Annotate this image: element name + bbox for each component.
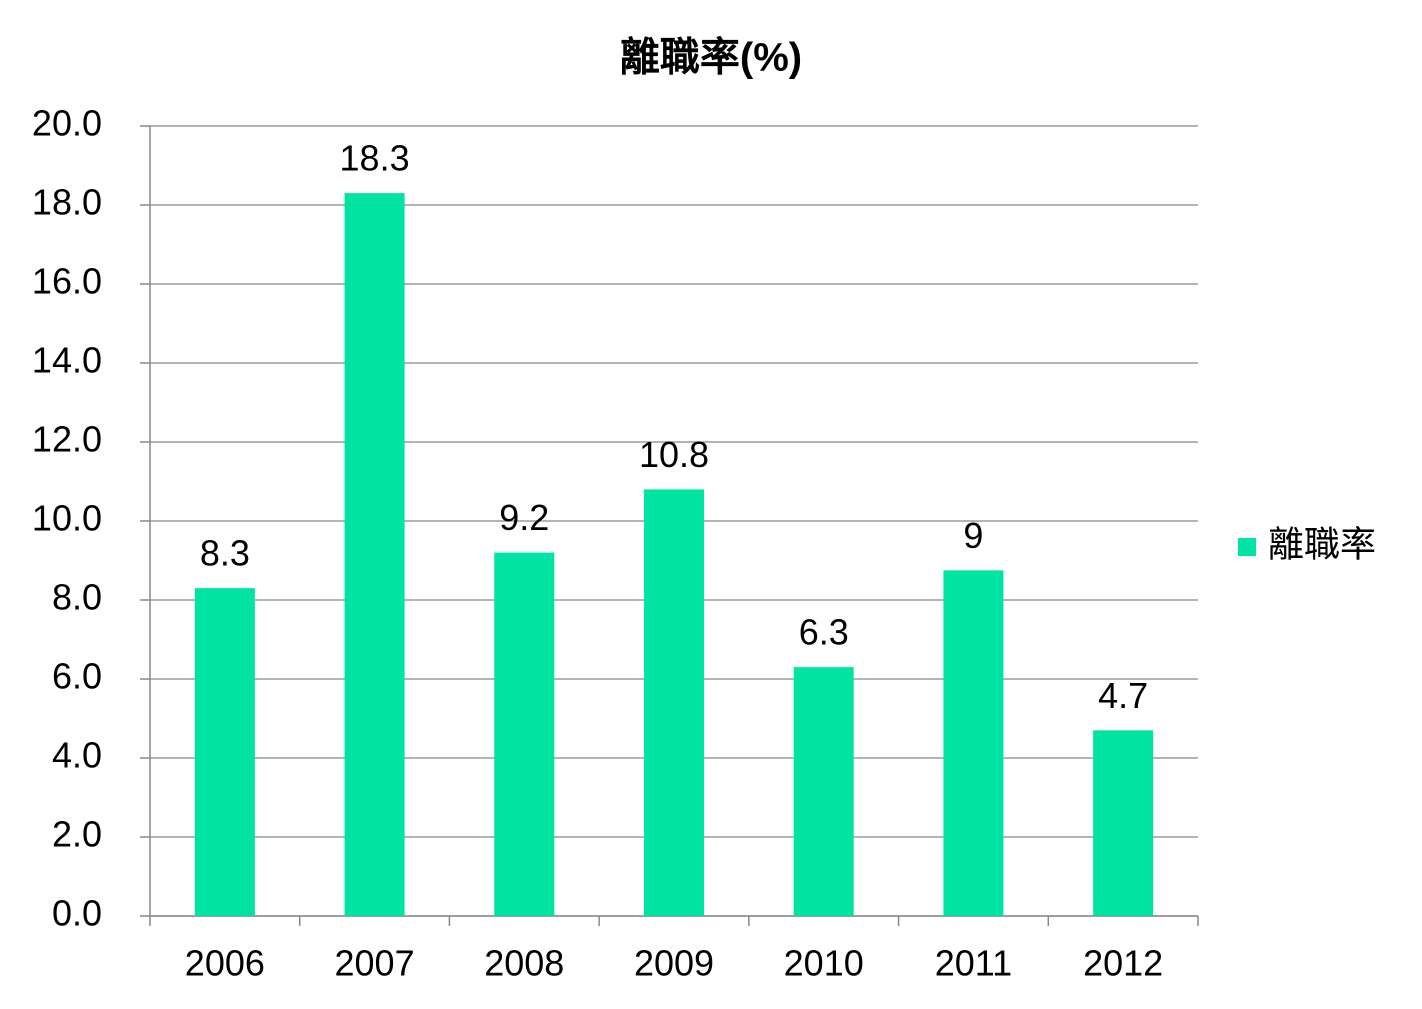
bar [943, 570, 1004, 916]
data-label: 18.3 [340, 138, 410, 179]
data-label: 9 [963, 515, 983, 556]
data-label: 6.3 [799, 612, 849, 653]
bar [1093, 730, 1154, 916]
y-tick-label: 18.0 [32, 182, 102, 223]
x-tick-label: 2008 [484, 943, 564, 984]
y-tick-label: 10.0 [32, 498, 102, 539]
bar [494, 552, 555, 916]
x-tick-label: 2011 [935, 943, 1012, 984]
legend-swatch [1238, 538, 1256, 556]
bar [793, 667, 854, 916]
x-tick-label: 2007 [335, 943, 415, 984]
data-label: 4.7 [1098, 675, 1148, 716]
bar [644, 489, 704, 916]
y-tick-label: 4.0 [52, 735, 102, 776]
y-tick-label: 6.0 [52, 656, 102, 697]
x-tick-label: 2006 [185, 943, 265, 984]
y-tick-label: 12.0 [32, 419, 102, 460]
y-tick-label: 0.0 [52, 893, 102, 934]
bar [194, 588, 255, 916]
data-label: 9.2 [499, 497, 549, 538]
y-tick-label: 2.0 [52, 814, 102, 855]
y-tick-label: 20.0 [32, 103, 102, 144]
x-tick-label: 2009 [634, 943, 714, 984]
y-tick-label: 14.0 [32, 340, 102, 381]
y-tick-label: 8.0 [52, 577, 102, 618]
data-label: 10.8 [639, 434, 709, 475]
y-tick-label: 16.0 [32, 261, 102, 302]
data-label: 8.3 [200, 533, 250, 574]
x-tick-label: 2012 [1083, 943, 1163, 984]
x-tick-label: 2010 [784, 943, 864, 984]
chart-title: 離職率(%) [620, 36, 802, 80]
legend-label: 離職率 [1268, 524, 1376, 565]
bar [344, 193, 405, 916]
